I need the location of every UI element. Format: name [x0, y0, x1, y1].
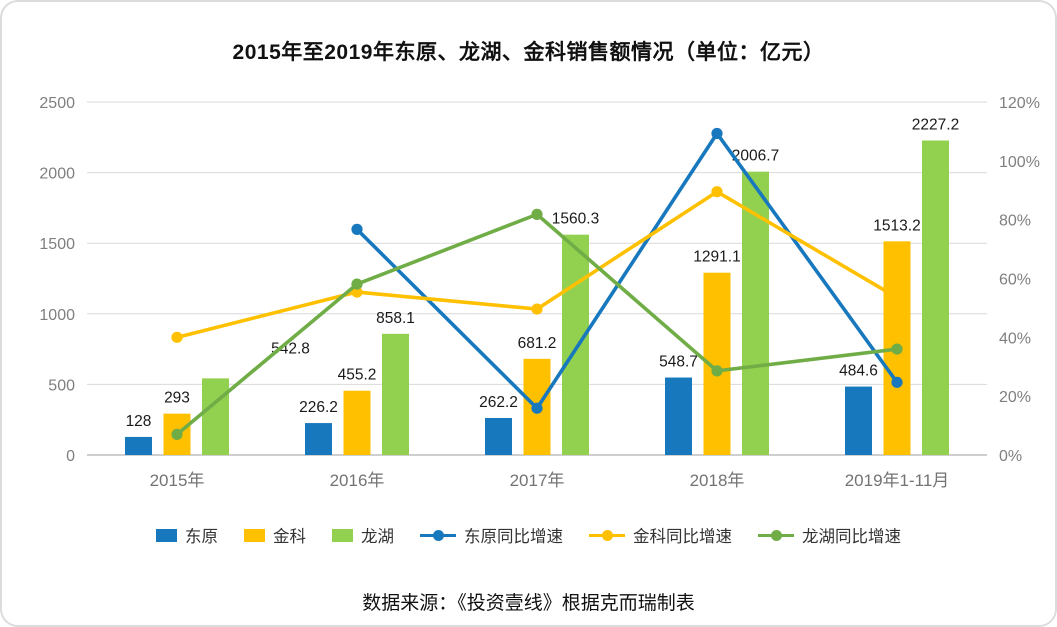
line-marker	[351, 223, 363, 235]
data-source-caption: 数据来源：《投资壹线》根据克而瑞制表	[362, 593, 695, 614]
y-right-tick-label: 0%	[999, 448, 1022, 465]
bar-data-label: 484.6	[839, 363, 878, 380]
y-left-tick-label: 2500	[39, 95, 75, 112]
x-category-label: 2017年	[510, 471, 565, 490]
legend-swatch-icon	[332, 528, 353, 542]
legend-line-dot	[601, 529, 613, 541]
legend-line-dot	[770, 529, 782, 541]
y-left-tick-label: 0	[66, 448, 75, 465]
legend-line-marker-icon	[758, 529, 794, 541]
legend-line-marker-icon	[420, 529, 456, 541]
bar-data-label: 548.7	[659, 354, 698, 371]
legend-label: 龙湖同比增速	[802, 528, 901, 546]
chart-legend: 东原 金科 龙湖 东原同比增速 金科同比增速 龙湖同比增速	[2, 523, 1055, 547]
x-category-label: 2018年	[690, 471, 745, 490]
line-marker	[531, 303, 543, 315]
bar-data-label: 858.1	[376, 310, 415, 327]
line-marker	[351, 286, 363, 298]
bar-2-0	[202, 378, 229, 455]
bar-data-label: 2227.2	[912, 117, 959, 134]
chart-title: 2015年至2019年东原、龙湖、金科销售额情况（单位：亿元）	[232, 41, 825, 64]
line-marker	[531, 208, 543, 220]
sales-chart: 0 500 1000 1500 2000 2500 0% 20% 40% 60% 80% 100% 12…	[39, 95, 1040, 490]
bar-data-label: 2006.7	[732, 148, 779, 165]
bar-1-1	[343, 390, 371, 455]
y-left-tick-label: 500	[48, 377, 75, 394]
line-marker	[351, 278, 363, 290]
bar-0-2	[485, 417, 512, 455]
legend-label: 金科	[273, 528, 306, 546]
line-marker	[711, 365, 723, 377]
bar-2-1	[382, 333, 409, 455]
bar-0-1	[305, 423, 332, 455]
legend-item-1: 金科	[244, 523, 306, 547]
bar-data-label: 542.8	[271, 340, 310, 357]
bar-data-label: 1513.2	[873, 217, 920, 234]
line-marker	[171, 331, 183, 343]
bar-data-label: 128	[126, 413, 152, 430]
legend-line-marker-icon	[589, 529, 625, 541]
y-right-tick-label: 100%	[999, 154, 1040, 171]
bar-data-label: 226.2	[299, 399, 338, 416]
x-category-label: 2016年	[330, 471, 385, 490]
legend-label: 金科同比增速	[633, 528, 732, 546]
y-left-tick-label: 2000	[39, 166, 75, 183]
line-marker	[171, 428, 183, 441]
bar-data-label: 262.2	[479, 394, 518, 411]
y-left-tick-label: 1500	[39, 236, 75, 253]
y-right-tick-label: 40%	[999, 330, 1031, 347]
legend-item-2: 龙湖	[332, 523, 394, 547]
legend-swatch-icon	[156, 528, 177, 542]
legend-label: 东原同比增速	[464, 528, 563, 546]
legend-item-4: 金科同比增速	[589, 523, 732, 547]
legend-label: 龙湖	[361, 528, 394, 546]
bar-2-4	[922, 140, 949, 456]
legend-label: 东原	[185, 528, 218, 546]
y-right-tick-label: 20%	[999, 389, 1031, 406]
y-right-tick-label: 80%	[999, 213, 1031, 230]
bar-2-2	[562, 234, 589, 455]
x-category-label: 2019年1-11月	[845, 471, 950, 490]
bar-data-label: 293	[164, 390, 190, 407]
legend-line-dot	[432, 529, 444, 541]
bar-0-3	[665, 377, 692, 455]
y-left-tick-label: 1000	[39, 307, 75, 324]
line-marker	[891, 376, 903, 388]
bar-0-0	[125, 436, 152, 455]
bar-data-label: 1560.3	[552, 211, 599, 228]
line-0	[355, 131, 899, 411]
y-right-tick-label: 60%	[999, 272, 1031, 289]
bar-data-label: 681.2	[518, 335, 557, 352]
bar-data-label: 1291.1	[693, 249, 740, 266]
line-marker	[531, 402, 543, 414]
bar-0-4	[845, 386, 872, 455]
line-marker	[711, 127, 723, 140]
bar-data-label: 455.2	[338, 367, 377, 384]
legend-item-5: 龙湖同比增速	[758, 523, 901, 547]
line-marker	[891, 292, 903, 304]
line-marker	[711, 186, 723, 198]
legend-swatch-icon	[244, 528, 265, 542]
legend-item-0: 东原	[156, 523, 218, 547]
y-right-tick-label: 120%	[999, 95, 1040, 112]
legend-item-3: 东原同比增速	[420, 523, 563, 547]
line-marker	[891, 343, 903, 355]
x-category-label: 2015年	[150, 471, 205, 490]
